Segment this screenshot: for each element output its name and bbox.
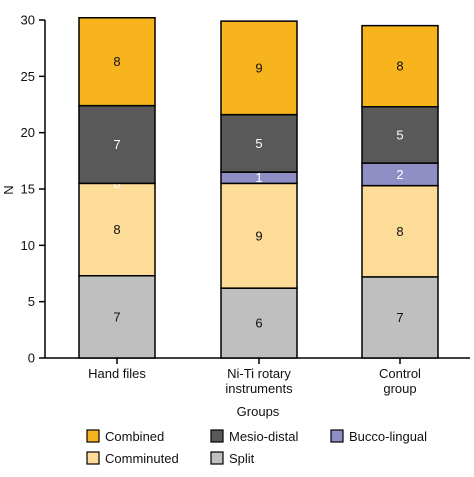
y-tick-label: 25 — [21, 69, 35, 84]
legend-item-bucco-lingual: Bucco-lingual — [330, 429, 427, 444]
y-tick-label: 0 — [28, 351, 35, 366]
data-label-split: 6 — [255, 316, 262, 331]
y-axis: 0 5 10 15 20 25 30 — [21, 13, 46, 366]
x-tick-label: Ni-Ti rotary instruments — [225, 366, 293, 396]
data-label-comminuted: 8 — [113, 222, 120, 237]
bar-segment-comminuted — [361, 184, 439, 278]
data-label-combined: 8 — [396, 59, 403, 74]
x-tick-label: Control group — [379, 366, 421, 396]
bar-stack: 7 8 2 5 8 — [361, 24, 439, 359]
bar-segment-mesio-distal — [361, 106, 439, 164]
bar-segment-mesio-distal — [220, 113, 298, 173]
legend-swatch — [210, 451, 224, 465]
bar-segment-combined — [220, 20, 298, 116]
legend-label: Combined — [105, 429, 164, 444]
legend-swatch — [330, 429, 344, 443]
data-label-comminuted: 9 — [255, 228, 262, 243]
legend: Combined Mesio-distal Bucco-lingual Comminu… — [86, 429, 427, 466]
data-label-combined: 8 — [113, 54, 120, 69]
legend-item-split: Split — [210, 451, 255, 466]
y-tick-label: 15 — [21, 182, 35, 197]
legend-swatch — [210, 429, 224, 443]
legend-label: Bucco-lingual — [349, 429, 427, 444]
data-label-mesio-distal: 5 — [396, 127, 403, 142]
bar-stack: 6 9 1 5 9 — [220, 20, 298, 359]
y-tick-label: 5 — [28, 294, 35, 309]
y-axis-title: N — [1, 185, 16, 194]
bar-segment-combined — [78, 16, 156, 107]
data-label-mesio-distal: 7 — [113, 137, 120, 152]
bar-segment-combined — [361, 24, 439, 108]
legend-item-comminuted: Comminuted — [86, 451, 179, 466]
x-tick-label: Hand files — [88, 366, 146, 381]
data-label-comminuted: 8 — [396, 224, 403, 239]
legend-label: Comminuted — [105, 451, 179, 466]
legend-label: Mesio-distal — [229, 429, 298, 444]
data-label-bucco-lingual: 1 — [255, 170, 262, 185]
y-tick-label: 20 — [21, 125, 35, 140]
x-axis-title: Groups — [237, 404, 280, 419]
bar-segment-split — [361, 276, 439, 359]
x-axis: Hand files Ni-Ti rotary instruments Control… — [45, 357, 470, 396]
y-tick-label: 10 — [21, 238, 35, 253]
legend-label: Split — [229, 451, 255, 466]
data-label-split: 7 — [396, 310, 403, 325]
data-label-mesio-distal: 5 — [255, 136, 262, 151]
legend-item-combined: Combined — [86, 429, 164, 444]
legend-swatch — [86, 451, 100, 465]
data-label-split: 7 — [113, 309, 120, 324]
bars: 780786915978258 — [78, 16, 439, 359]
bar-segment-split — [78, 275, 156, 359]
y-tick-label: 30 — [21, 13, 35, 28]
data-label-combined: 9 — [255, 60, 262, 75]
legend-swatch — [86, 429, 100, 443]
legend-item-mesio-distal: Mesio-distal — [210, 429, 298, 444]
data-label-bucco-lingual: 2 — [396, 167, 403, 182]
bar-stack: 78078 — [78, 16, 156, 359]
